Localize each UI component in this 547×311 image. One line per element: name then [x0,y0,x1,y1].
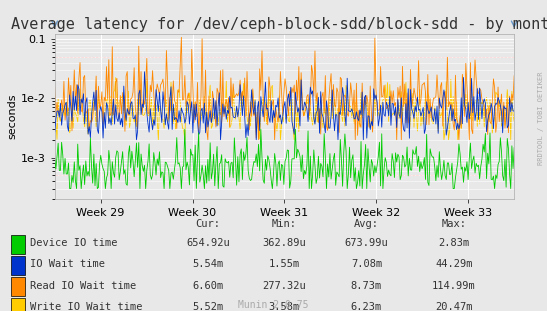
Text: IO Wait time: IO Wait time [30,259,105,269]
Text: 5.54m: 5.54m [192,259,224,269]
Title: Average latency for /dev/ceph-block-sdd/block-sdd - by month: Average latency for /dev/ceph-block-sdd/… [11,17,547,32]
Text: Device IO time: Device IO time [30,238,118,248]
Text: 673.99u: 673.99u [345,238,388,248]
Text: 114.99m: 114.99m [432,281,476,290]
Text: Max:: Max: [441,219,467,229]
Text: Read IO Wait time: Read IO Wait time [30,281,136,290]
Bar [11,235,25,254]
Text: 5.52m: 5.52m [192,302,224,311]
Text: Cur:: Cur: [195,219,220,229]
Bar [11,298,25,311]
Text: Min:: Min: [272,219,297,229]
Text: 2.83m: 2.83m [438,238,470,248]
Y-axis label: seconds: seconds [8,94,18,139]
Text: 654.92u: 654.92u [186,238,230,248]
Text: 6.23m: 6.23m [351,302,382,311]
Text: 7.08m: 7.08m [351,259,382,269]
Text: Write IO Wait time: Write IO Wait time [30,302,143,311]
Text: 362.89u: 362.89u [263,238,306,248]
Text: 1.55m: 1.55m [269,259,300,269]
Text: 3.58m: 3.58m [269,302,300,311]
Bar [11,256,25,275]
Text: 20.47m: 20.47m [435,302,473,311]
Text: RRDTOOL / TOBI OETIKER: RRDTOOL / TOBI OETIKER [538,72,544,165]
Text: 8.73m: 8.73m [351,281,382,290]
Bar [11,277,25,296]
Text: 6.60m: 6.60m [192,281,224,290]
Text: 277.32u: 277.32u [263,281,306,290]
Text: Munin 2.0.75: Munin 2.0.75 [238,300,309,310]
Text: Avg:: Avg: [354,219,379,229]
Text: 44.29m: 44.29m [435,259,473,269]
